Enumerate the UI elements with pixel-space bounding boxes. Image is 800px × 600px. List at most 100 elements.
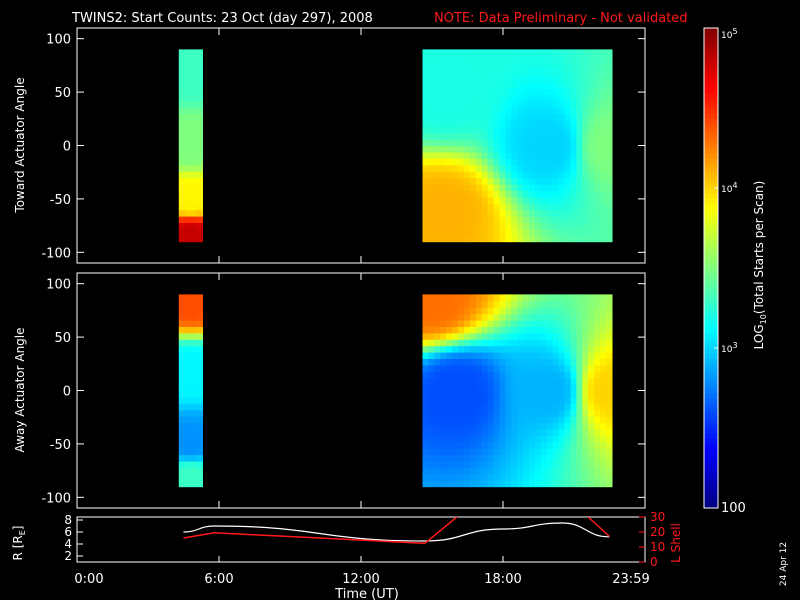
heatmap-cell bbox=[434, 422, 441, 430]
heatmap-cell bbox=[452, 396, 459, 404]
heatmap-cell bbox=[422, 313, 429, 321]
heatmap-cell bbox=[540, 100, 548, 108]
heatmap-cell bbox=[546, 145, 554, 153]
heatmap-cell bbox=[535, 119, 542, 127]
heatmap-cell bbox=[428, 235, 435, 243]
heatmap-cell bbox=[493, 467, 500, 475]
away-ylabel: Away Actuator Angle bbox=[13, 327, 27, 452]
heatmap-cell bbox=[558, 228, 566, 236]
heatmap-cell bbox=[440, 68, 447, 76]
heatmap-cell bbox=[469, 216, 477, 223]
heatmap-cell bbox=[606, 132, 613, 140]
heatmap-cell bbox=[475, 448, 483, 456]
heatmap-cell bbox=[452, 119, 459, 127]
heatmap-cell bbox=[570, 49, 577, 57]
heatmap-cell bbox=[190, 300, 198, 308]
heatmap-cell bbox=[475, 62, 483, 70]
heatmap-cell bbox=[196, 75, 203, 82]
heatmap-cell bbox=[558, 126, 566, 134]
heatmap-cell bbox=[546, 113, 554, 121]
heatmap-cell bbox=[570, 145, 577, 153]
heatmap-cell bbox=[499, 87, 506, 95]
heatmap-cell bbox=[529, 377, 536, 385]
heatmap-cell bbox=[446, 454, 453, 462]
heatmap-cell bbox=[535, 113, 542, 121]
heatmap-cell bbox=[487, 216, 495, 223]
heatmap-cell bbox=[440, 377, 447, 385]
heatmap-cell bbox=[196, 480, 203, 488]
heatmap-cell bbox=[523, 307, 530, 315]
heatmap-cell bbox=[582, 384, 589, 392]
heatmap-cell bbox=[535, 454, 542, 462]
heatmap-cell bbox=[481, 345, 489, 353]
heatmap-cell bbox=[440, 467, 447, 475]
heatmap-cell bbox=[588, 448, 595, 456]
heatmap-cell bbox=[458, 203, 465, 211]
heatmap-cell bbox=[535, 107, 542, 114]
heatmap-cell bbox=[570, 300, 577, 308]
heatmap-cell bbox=[582, 352, 589, 359]
heatmap-cell bbox=[552, 171, 560, 179]
x-tick-label: 12:00 bbox=[342, 572, 379, 587]
colorbar-step bbox=[704, 438, 718, 444]
heatmap-cell bbox=[552, 390, 560, 398]
heatmap-cell bbox=[600, 403, 607, 411]
heatmap-cell bbox=[588, 68, 595, 76]
heatmap-cell bbox=[570, 100, 577, 108]
heatmap-cell bbox=[523, 429, 530, 436]
heatmap-cell bbox=[594, 113, 601, 121]
heatmap-cell bbox=[452, 87, 459, 95]
heatmap-cell bbox=[564, 300, 571, 308]
heatmap-cell bbox=[446, 294, 453, 302]
heatmap-cell bbox=[428, 416, 435, 424]
heatmap-cell bbox=[558, 448, 566, 456]
heatmap-cell bbox=[190, 371, 198, 379]
heatmap-cell bbox=[196, 94, 203, 102]
heatmap-cell bbox=[606, 107, 613, 114]
heatmap-cell bbox=[511, 364, 518, 372]
heatmap-cell bbox=[196, 158, 203, 166]
heatmap-cell bbox=[452, 377, 459, 385]
colorbar-step bbox=[704, 313, 718, 319]
heatmap-cell bbox=[517, 384, 524, 392]
heatmap-cell bbox=[552, 62, 560, 70]
colorbar-step bbox=[704, 48, 718, 54]
heatmap-cell bbox=[190, 87, 198, 95]
heatmap-cell bbox=[499, 132, 506, 140]
heatmap-cell bbox=[184, 390, 192, 398]
heatmap-cell bbox=[458, 429, 465, 436]
heatmap-cell bbox=[458, 454, 465, 462]
heatmap-cell bbox=[469, 403, 477, 411]
colorbar-step bbox=[704, 433, 718, 439]
heatmap-cell bbox=[434, 435, 441, 443]
heatmap-cell bbox=[606, 345, 613, 353]
heatmap-cell bbox=[469, 467, 477, 475]
heatmap-cell bbox=[487, 222, 495, 230]
colorbar-step bbox=[704, 218, 718, 224]
heatmap-cell bbox=[493, 216, 500, 223]
heatmap-cell bbox=[422, 119, 429, 127]
heatmap-cell bbox=[523, 203, 530, 211]
heatmap-cell bbox=[178, 222, 186, 230]
heatmap-cell bbox=[529, 113, 536, 121]
heatmap-cell bbox=[594, 358, 601, 366]
heatmap-cell bbox=[458, 228, 465, 236]
heatmap-cell bbox=[606, 113, 613, 121]
heatmap-cell bbox=[582, 68, 589, 76]
heatmap-cell bbox=[582, 364, 589, 372]
heatmap-cell bbox=[184, 62, 192, 70]
heatmap-cell bbox=[434, 49, 441, 57]
heatmap-cell bbox=[499, 177, 506, 185]
heatmap-cell bbox=[196, 364, 203, 372]
heatmap-cell bbox=[458, 158, 465, 166]
heatmap-cell bbox=[588, 151, 595, 159]
heatmap-cell bbox=[446, 139, 453, 147]
heatmap-cell bbox=[487, 461, 495, 468]
heatmap-cell bbox=[511, 190, 518, 198]
heatmap-cell bbox=[523, 87, 530, 95]
heatmap-cell bbox=[546, 94, 554, 102]
heatmap-cell bbox=[440, 435, 447, 443]
heatmap-cell bbox=[481, 377, 489, 385]
heatmap-cell bbox=[564, 429, 571, 436]
heatmap-cell bbox=[588, 454, 595, 462]
